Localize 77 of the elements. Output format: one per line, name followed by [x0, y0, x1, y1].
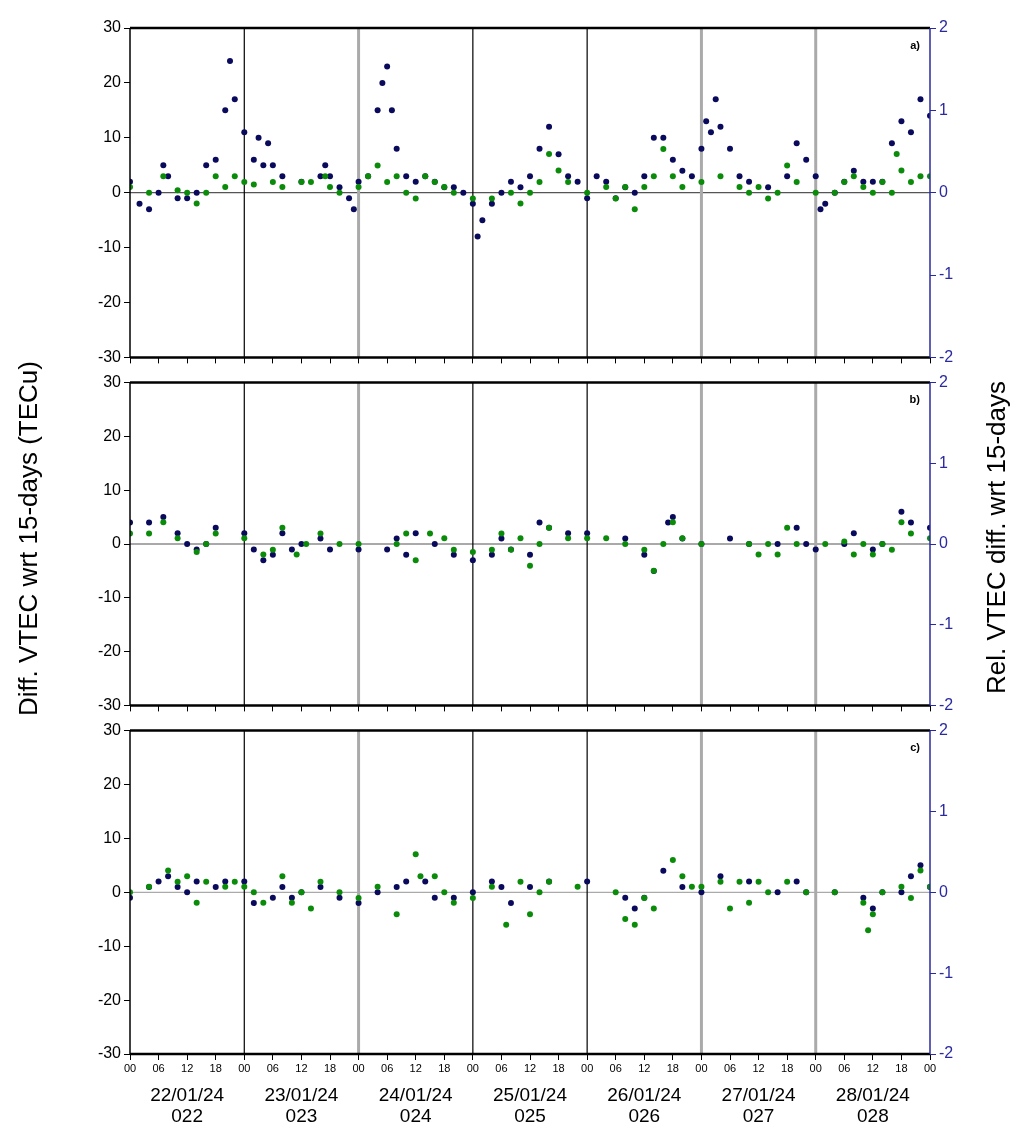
y2-tick-label: 1 [939, 453, 948, 471]
x-tick-label: 12 [638, 1061, 651, 1074]
x-tick-label: 06 [381, 1061, 394, 1074]
x-tick-label: 12 [523, 1061, 537, 1074]
y-tick-label: 0 [112, 183, 122, 201]
x-tick-label: 18 [666, 1061, 679, 1074]
y2-tick-label: 2 [939, 373, 948, 391]
x-tick-label: 06 [152, 1061, 165, 1074]
x-tick-label: 06 [266, 1061, 279, 1074]
x-tick-label: 00 [809, 1061, 822, 1074]
x-tick-label: 06 [723, 1061, 737, 1074]
y2-tick-label: -1 [939, 963, 954, 981]
text: 24/01/24 024 [378, 1083, 454, 1126]
annotation: a) [910, 38, 921, 51]
x-tick-label: 00 [466, 1061, 479, 1074]
y2-tick-label: -1 [939, 265, 954, 283]
x-tick-label: 12 [752, 1061, 765, 1074]
x-tick-label: 12 [181, 1061, 194, 1074]
x-tick-label: 12 [295, 1061, 308, 1074]
y-tick-label: 10 [103, 128, 122, 146]
x-tick-label: 06 [495, 1061, 508, 1074]
y2-tick-label: -2 [939, 347, 954, 365]
y2-tick-label: 2 [939, 721, 948, 739]
y-tick-label: 20 [103, 774, 122, 792]
y-tick-label: 10 [103, 480, 122, 498]
x-tick-label: 18 [895, 1061, 908, 1074]
x-tick-label: 06 [838, 1061, 851, 1074]
y-tick-label: 30 [103, 721, 122, 739]
text: 27/01/24 027 [721, 1083, 796, 1126]
x-tick-label: 18 [438, 1061, 451, 1074]
y2-tick-label: 1 [939, 100, 948, 118]
y-tick-label: -10 [97, 238, 122, 256]
y-tick-label: 30 [103, 18, 122, 36]
annotation: b) [909, 393, 921, 406]
text: 23/01/24 023 [264, 1083, 339, 1126]
y2-tick-label: -2 [939, 1044, 954, 1062]
y-tick-label: 20 [103, 426, 122, 444]
y-tick-label: -30 [97, 1044, 122, 1062]
x-tick-label: 18 [552, 1061, 565, 1074]
y-tick-label: 20 [103, 73, 122, 91]
y2-tick-label: 0 [939, 534, 948, 552]
text: 22/01/24 022 [150, 1083, 225, 1126]
y-tick-label: -10 [97, 936, 122, 954]
x-tick-label: 00 [581, 1061, 594, 1074]
x-tick-label: 00 [352, 1061, 365, 1074]
y-tick-label: -10 [97, 588, 122, 606]
x-tick-label: 00 [238, 1061, 251, 1074]
x-tick-label: 18 [209, 1061, 222, 1074]
y2-axis-title: Rel. VTEC diff. wrt 15-days [980, 381, 1012, 695]
y-tick-label: -30 [97, 347, 122, 365]
y-tick-label: 10 [103, 828, 122, 846]
x-tick-label: 00 [695, 1061, 708, 1074]
x-tick-label: 12 [866, 1061, 879, 1074]
x-tick-label: 18 [781, 1061, 794, 1074]
text: 25/01/24 025 [493, 1083, 568, 1126]
y2-tick-label: 0 [939, 183, 948, 201]
y-axis-title: Diff. VTEC wrt 15-days (TECu) [12, 360, 44, 716]
y2-tick-label: 0 [939, 882, 948, 900]
text: 26/01/24 026 [607, 1083, 682, 1126]
y-tick-label: -30 [97, 695, 122, 713]
x-tick-label: 12 [409, 1061, 422, 1074]
y2-tick-label: -2 [939, 695, 954, 713]
y-tick-label: -20 [97, 642, 122, 660]
y-tick-label: 30 [103, 373, 122, 391]
x-tick-label: 18 [323, 1061, 337, 1074]
y2-tick-label: 2 [939, 18, 948, 36]
x-tick-label: 00 [923, 1061, 937, 1074]
x-tick-label: 00 [123, 1061, 137, 1074]
y-tick-label: 0 [112, 882, 122, 900]
y-tick-label: 0 [112, 534, 122, 552]
y2-tick-label: -1 [939, 615, 954, 633]
y-tick-label: -20 [97, 292, 122, 310]
text: 28/01/24 028 [835, 1083, 911, 1126]
y2-tick-label: 1 [939, 801, 948, 819]
x-tick-label: 06 [609, 1061, 622, 1074]
y-tick-label: -20 [97, 990, 122, 1008]
annotation: c) [910, 741, 921, 754]
